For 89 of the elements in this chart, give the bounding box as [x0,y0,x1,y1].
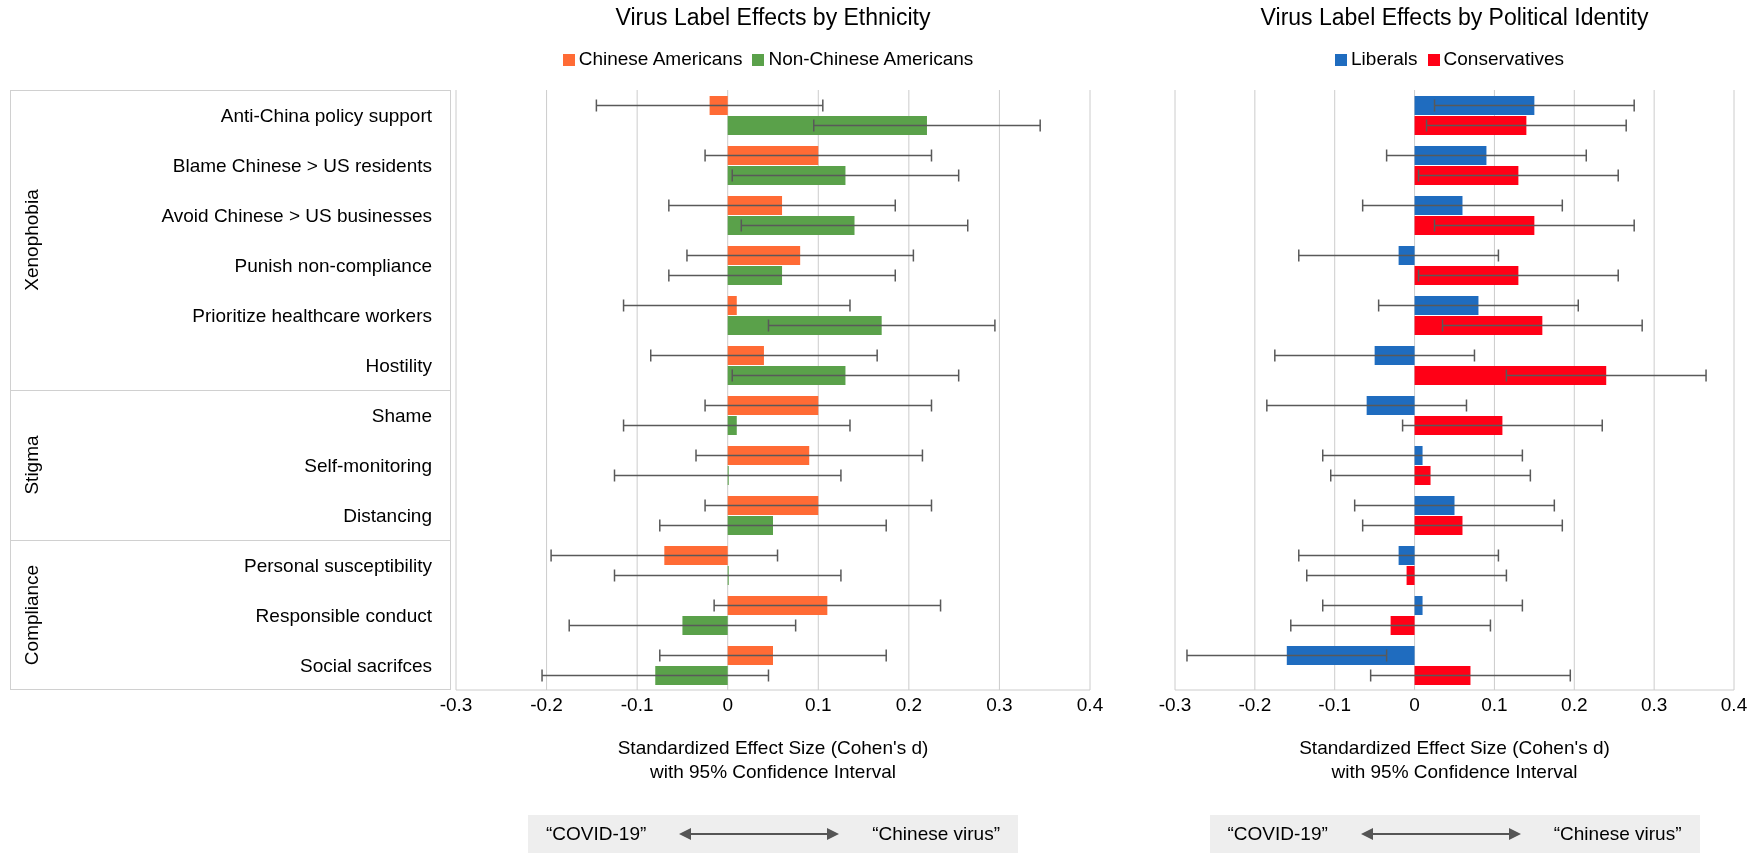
x-tick-label: 0.1 [805,694,832,716]
bar [1414,196,1463,215]
x-tick-label: -0.1 [620,694,654,716]
bar [727,646,773,665]
bar [682,616,728,635]
legend-label: Non-Chinese Americans [768,48,974,69]
bar [1286,646,1415,665]
bar [727,196,783,215]
bar [727,346,764,365]
x-tick-label: 0.2 [1561,694,1588,716]
text: “COVID-19” [546,823,647,845]
bar [1414,366,1607,385]
bar [1414,516,1463,535]
x-tick-label: 0.1 [1481,694,1508,716]
bar [1414,266,1519,285]
bar [1398,246,1415,265]
x-tick-label: -0.2 [1238,694,1272,716]
bar [1374,346,1415,365]
x-tick-label: 0.2 [895,694,923,716]
bar [727,266,783,285]
bar [727,246,801,265]
x-tick-label: -0.3 [1158,694,1192,716]
x-axis-title: Standardized Effect Size (Cohen's d) with 95% Confidence Interval [616,736,930,784]
bar [1414,96,1535,115]
x-axis-title: Standardized Effect Size (Cohen's d) with 95% Confidence Interval [1298,736,1611,784]
bar [1414,496,1455,515]
bar [1398,546,1415,565]
bar [727,596,828,615]
y-tick-label: Avoid Chinese > US businesses [161,204,432,226]
legend-label: Chinese Americans [578,48,743,69]
x-tick-label: 0.3 [1640,694,1668,716]
y-tick-label: Prioritize healthcare workers [192,304,432,326]
bar [727,446,810,465]
bar [1390,616,1415,635]
x-tick-label: -0.3 [439,694,473,716]
x-tick-label: 0.4 [1720,694,1748,716]
x-tick-label: 0.3 [986,694,1013,716]
x-tick-label: 0 [722,694,733,716]
bar [1414,596,1423,615]
bar [1414,216,1535,235]
y-tick-label: Hostility [365,354,433,376]
bar [1414,446,1423,465]
bar [709,96,728,115]
y-tick-label: Punish non-compliance [234,254,432,276]
bar [1414,166,1519,185]
bar [1366,396,1415,415]
text: “Chinese virus” [1553,823,1682,845]
text: “Chinese virus” [872,823,1000,845]
y-tick-label: Personal susceptibility [244,554,433,576]
x-tick-label: -0.1 [1318,694,1352,716]
text: Compliance [21,564,43,666]
bar [1414,296,1479,315]
legend-label: Conservatives [1443,48,1564,69]
bar [727,296,737,315]
bar [727,516,773,535]
y-tick-label: Anti-China policy support [220,104,433,126]
bar [1414,316,1543,335]
bar [727,366,846,385]
bar [727,316,882,335]
bar [1414,116,1527,135]
y-tick-label: Self-monitoring [304,454,432,476]
bar [655,666,728,685]
bar [664,546,728,565]
bar [1414,416,1503,435]
bar [1414,466,1431,485]
bar [1414,666,1471,685]
y-tick-label: Blame Chinese > US residents [172,154,432,176]
x-tick-label: 0 [1409,694,1420,716]
y-tick-label: Distancing [343,504,432,526]
legend-label: Liberals [1351,48,1418,69]
bar [727,496,819,515]
bar [727,416,737,435]
bar [727,116,927,135]
bar [727,146,819,165]
bar [727,216,855,235]
text: Stigma [21,435,43,495]
text: “COVID-19” [1227,823,1328,845]
bar [1414,146,1487,165]
chart-title: Virus Label Effects by Ethnicity [614,4,932,31]
x-tick-label: 0.4 [1076,694,1104,716]
y-tick-label: Shame [371,404,432,426]
y-tick-label: Responsible conduct [255,604,433,626]
x-tick-label: -0.2 [530,694,563,716]
bar [727,396,819,415]
bar [727,166,846,185]
bar [1406,566,1415,585]
text: Xenophobia [21,189,43,291]
y-tick-label: Social sacrifces [300,654,432,676]
chart-title: Virus Label Effects by Political Identity [1259,4,1650,31]
